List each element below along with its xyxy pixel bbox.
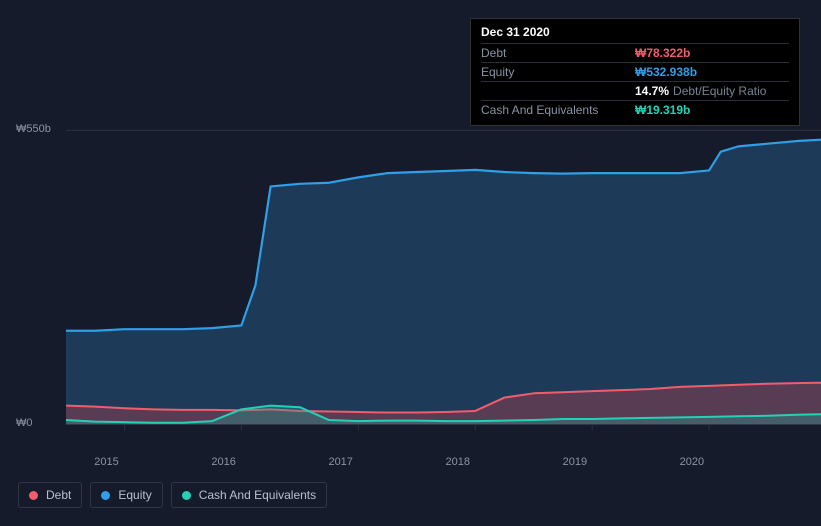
legend: Debt Equity Cash And Equivalents xyxy=(18,482,327,508)
legend-dot xyxy=(101,491,110,500)
chart-svg xyxy=(66,125,821,435)
x-axis-label: 2019 xyxy=(563,456,587,468)
tooltip-label: Debt xyxy=(481,46,635,60)
tooltip-value: ₩78.322b xyxy=(635,46,690,60)
legend-dot xyxy=(29,491,38,500)
tooltip-row: Cash And Equivalents₩19.319b xyxy=(481,100,789,119)
x-axis-label: 2017 xyxy=(328,456,352,468)
tooltip-label: Cash And Equivalents xyxy=(481,103,635,117)
legend-dot xyxy=(182,491,191,500)
tooltip-title: Dec 31 2020 xyxy=(481,25,789,39)
y-axis-label: ₩0 xyxy=(16,417,46,429)
tooltip-row: Debt₩78.322b xyxy=(481,43,789,62)
legend-item-debt[interactable]: Debt xyxy=(18,482,82,508)
legend-item-cash-and-equivalents[interactable]: Cash And Equivalents xyxy=(171,482,327,508)
y-axis-label: ₩550b xyxy=(16,123,46,135)
tooltip-value: ₩19.319b xyxy=(635,103,690,117)
chart-tooltip: Dec 31 2020Debt₩78.322bEquity₩532.938b14… xyxy=(470,18,800,126)
chart-area: ₩550b ₩0 xyxy=(18,125,821,476)
tooltip-row: Equity₩532.938b xyxy=(481,62,789,81)
x-axis-label: 2018 xyxy=(446,456,470,468)
tooltip-value: ₩532.938b xyxy=(635,65,697,79)
legend-item-equity[interactable]: Equity xyxy=(90,482,162,508)
legend-label: Cash And Equivalents xyxy=(199,488,316,502)
x-axis-label: 2015 xyxy=(94,456,118,468)
x-axis-label: 2016 xyxy=(211,456,235,468)
x-axis-labels: 2015 2016 2017 2018 2019 2020 xyxy=(48,456,809,472)
tooltip-value: 14.7% xyxy=(635,84,669,98)
legend-label: Equity xyxy=(118,488,151,502)
tooltip-label: Equity xyxy=(481,65,635,79)
x-axis-label: 2020 xyxy=(680,456,704,468)
tooltip-suffix: Debt/Equity Ratio xyxy=(673,84,766,98)
legend-label: Debt xyxy=(46,488,71,502)
tooltip-row: 14.7% Debt/Equity Ratio xyxy=(481,81,789,100)
tooltip-label xyxy=(481,84,635,98)
